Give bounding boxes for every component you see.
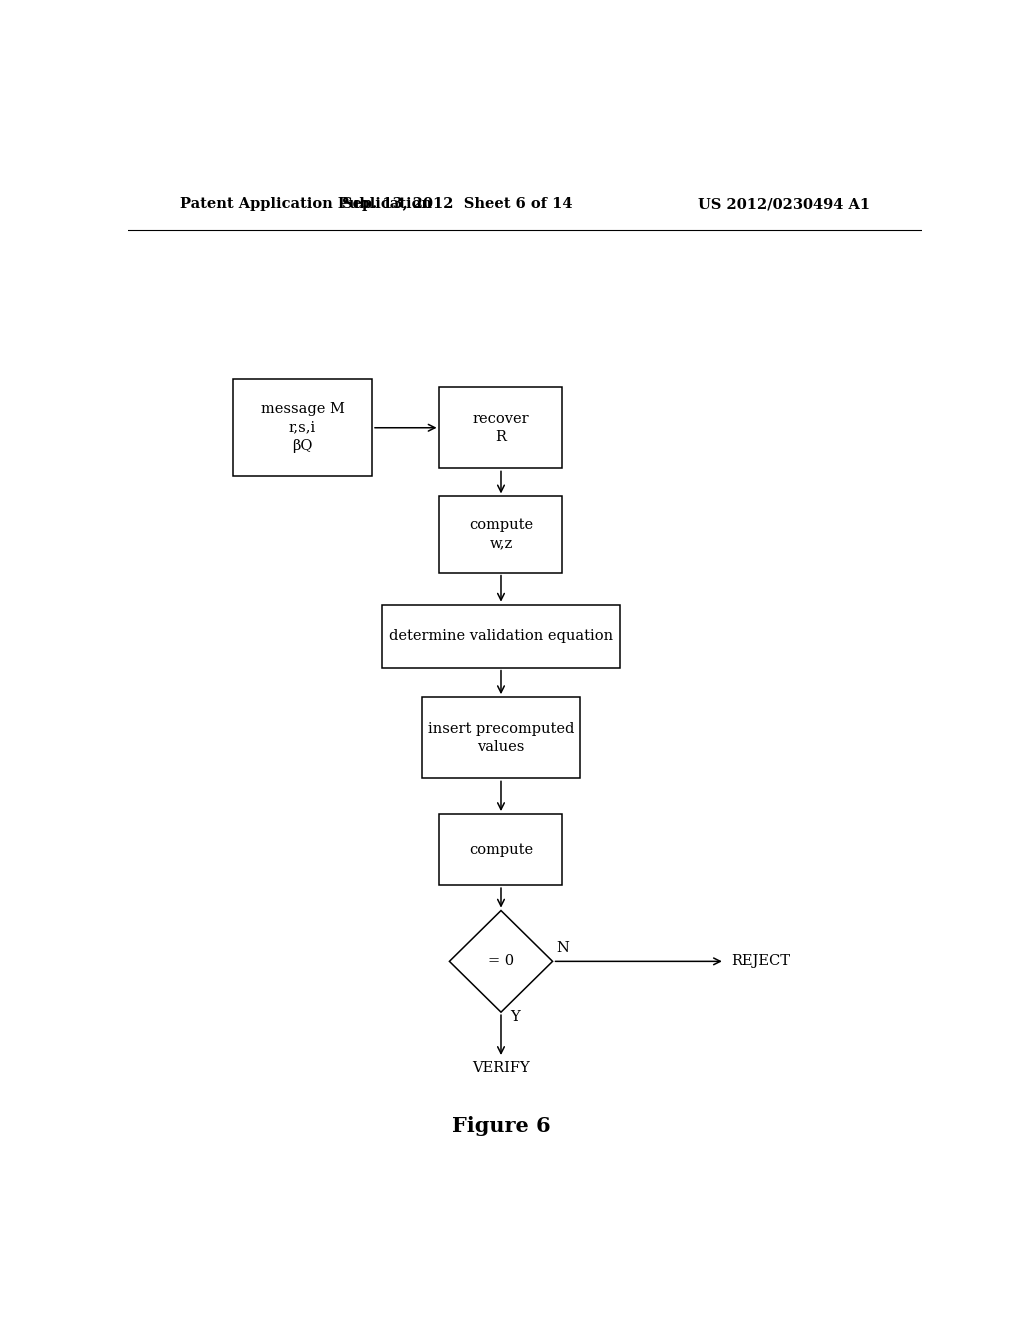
- Text: compute: compute: [469, 842, 534, 857]
- Text: compute
w,z: compute w,z: [469, 519, 534, 550]
- Text: determine validation equation: determine validation equation: [389, 630, 613, 643]
- Polygon shape: [450, 911, 553, 1012]
- Bar: [439, 387, 562, 469]
- Text: = 0: = 0: [487, 954, 514, 969]
- Bar: [439, 814, 562, 886]
- Text: Figure 6: Figure 6: [452, 1115, 550, 1137]
- Bar: [233, 379, 372, 477]
- Bar: [422, 697, 581, 779]
- Text: VERIFY: VERIFY: [472, 1061, 529, 1074]
- Text: Sep. 13, 2012  Sheet 6 of 14: Sep. 13, 2012 Sheet 6 of 14: [342, 197, 572, 211]
- Text: N: N: [556, 941, 569, 956]
- Text: Patent Application Publication: Patent Application Publication: [179, 197, 431, 211]
- Bar: [439, 496, 562, 573]
- Text: recover
R: recover R: [473, 412, 529, 444]
- Bar: [382, 605, 620, 668]
- Text: US 2012/0230494 A1: US 2012/0230494 A1: [698, 197, 870, 211]
- Text: insert precomputed
values: insert precomputed values: [428, 722, 574, 754]
- Text: message M
r,s,i
βQ: message M r,s,i βQ: [261, 403, 344, 453]
- Text: REJECT: REJECT: [731, 954, 791, 969]
- Text: Y: Y: [510, 1010, 520, 1024]
